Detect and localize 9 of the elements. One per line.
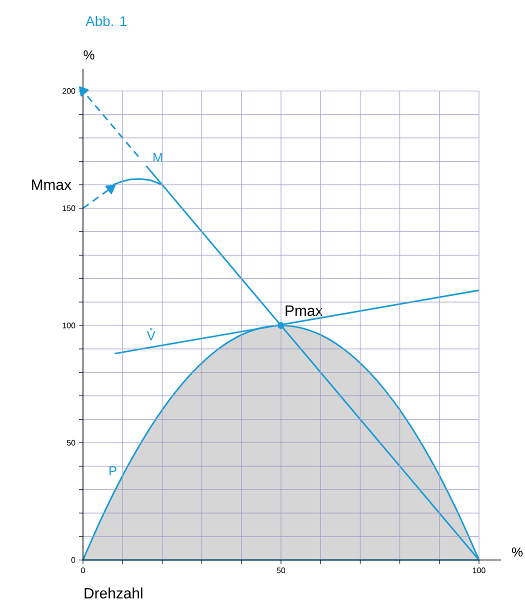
x-axis-title: %: [512, 547, 523, 557]
series-label: P: [110, 466, 116, 476]
text: Drehzahl: [84, 588, 142, 598]
chart-title: Abb. 1: [86, 16, 126, 26]
annotation: Pmax: [286, 306, 323, 316]
series-label: M: [154, 153, 162, 162]
y-axis-title: %: [84, 50, 94, 60]
text: Mmax: [32, 180, 72, 190]
series-label: V̊: [146, 328, 156, 340]
